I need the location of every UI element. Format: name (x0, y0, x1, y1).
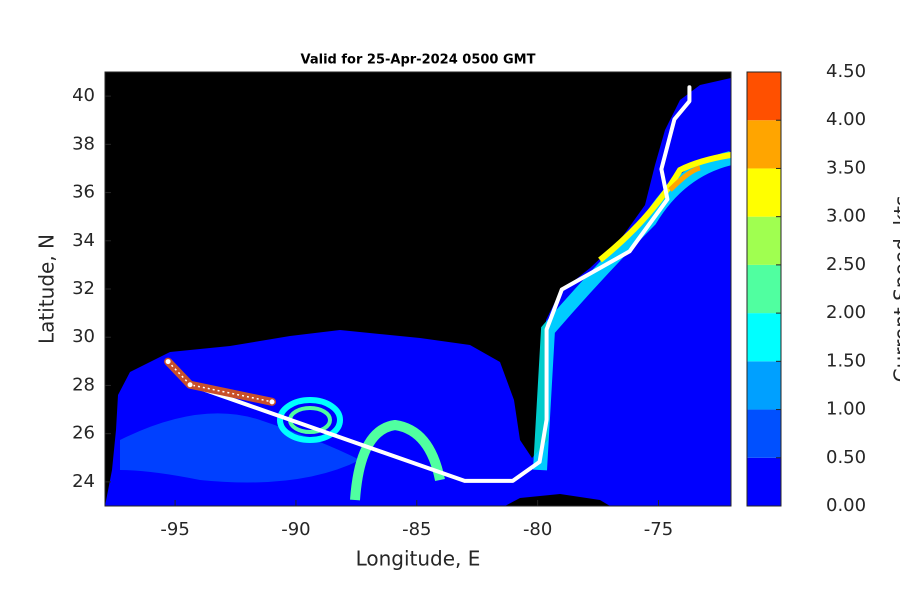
colorbar-segment (747, 72, 781, 121)
colorbar-segment (747, 216, 781, 265)
y-tick-label: 34 (72, 230, 95, 251)
colorbar-tick-label: 4.00 (826, 109, 866, 130)
colorbar-segment (747, 168, 781, 217)
colorbar-tick-label: 2.00 (826, 302, 866, 323)
colorbar-segment (747, 120, 781, 169)
y-tick-label: 28 (72, 374, 95, 395)
x-axis-label: Longitude, E (356, 547, 481, 571)
x-tick-label: -95 (160, 519, 189, 540)
colorbar-tick-label: 3.00 (826, 206, 866, 227)
chart-title: Valid for 25-Apr-2024 0500 GMT (301, 53, 536, 68)
y-tick-label: 38 (72, 133, 95, 154)
colorbar-frame (746, 71, 782, 507)
colorbar-segment (747, 313, 781, 362)
y-tick-label: 26 (72, 423, 95, 444)
colorbar-segment (747, 361, 781, 410)
colorbar-tick-label: 0.00 (826, 495, 866, 516)
route (168, 85, 692, 483)
y-tick-label: 32 (72, 278, 95, 299)
waypoint (268, 398, 276, 406)
waypoint (164, 358, 172, 366)
colorbar-tick-label: 1.00 (826, 399, 866, 420)
x-tick-label: -75 (644, 519, 673, 540)
colorbar-tick-label: 4.50 (826, 61, 866, 82)
y-tick-label: 24 (72, 471, 95, 492)
colorbar-tick-label: 1.50 (826, 350, 866, 371)
colorbar-tick-label: 3.50 (826, 157, 866, 178)
colorbar-label: Current Speed, kts (890, 196, 900, 383)
y-tick-label: 36 (72, 182, 95, 203)
x-tick-label: -80 (523, 519, 552, 540)
colorbar-tick-label: 0.50 (826, 447, 866, 468)
x-tick-label: -85 (402, 519, 431, 540)
colorbar-segment (747, 264, 781, 314)
y-axis-label: Latitude, N (35, 234, 59, 344)
colorbar-tick-label: 2.50 (826, 254, 866, 275)
y-tick-label: 30 (72, 326, 95, 347)
waypoint (186, 381, 194, 389)
routes (164, 85, 692, 483)
x-tick-label: -90 (281, 519, 310, 540)
y-tick-label: 40 (72, 85, 95, 106)
colorbar-segment (747, 409, 781, 458)
colorbar-segment (747, 457, 781, 506)
